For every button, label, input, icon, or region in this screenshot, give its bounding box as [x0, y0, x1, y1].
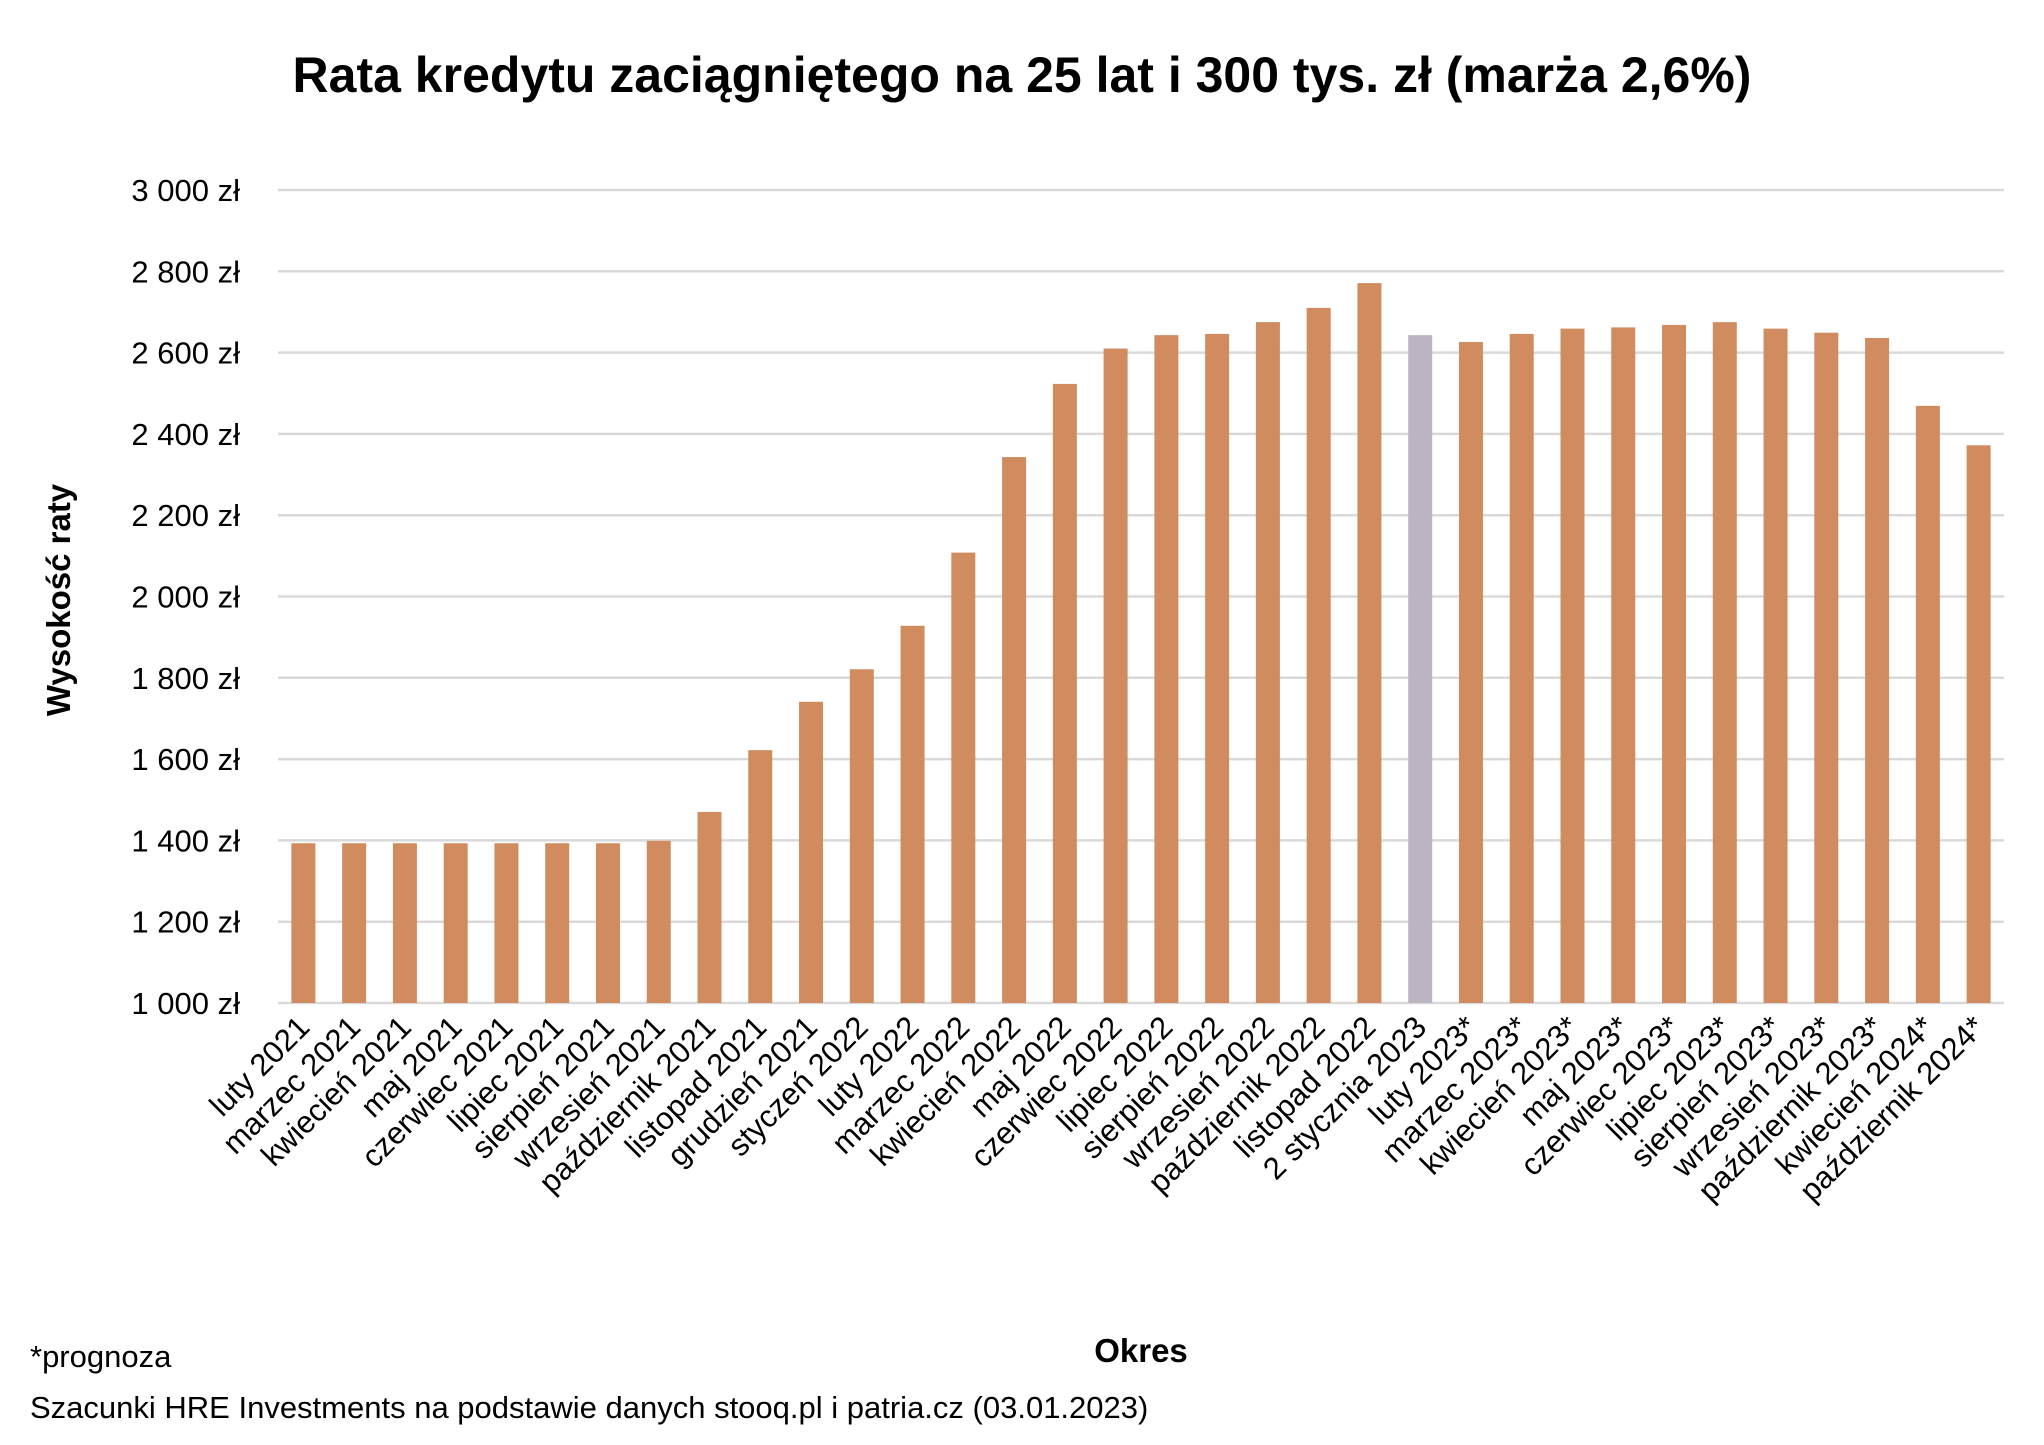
forecast-footnote: *prognoza: [30, 1339, 172, 1374]
bar: [1509, 333, 1534, 1003]
bar: [545, 843, 570, 1003]
bars: [291, 283, 1991, 1004]
bar: [1205, 333, 1230, 1003]
bar: [1763, 328, 1788, 1004]
bar: [342, 843, 367, 1003]
y-tick-label: 1 800 zł: [131, 661, 240, 696]
bar: [697, 811, 722, 1003]
bar: [1966, 445, 1991, 1004]
y-tick-label: 1 400 zł: [131, 823, 240, 858]
bar: [1865, 337, 1890, 1003]
bar: [443, 843, 468, 1003]
bar: [1255, 322, 1280, 1003]
y-tick-label: 2 400 zł: [131, 417, 240, 452]
bar: [392, 843, 417, 1003]
bar: [1712, 322, 1737, 1003]
bar: [1662, 324, 1687, 1003]
bar: [1103, 348, 1128, 1003]
bar: [1611, 327, 1636, 1004]
y-tick-label: 2 800 zł: [131, 254, 240, 289]
bar: [1408, 335, 1433, 1004]
bar: [748, 750, 773, 1003]
bar: [900, 625, 925, 1003]
bar: [799, 701, 824, 1003]
y-tick-label: 1 000 zł: [131, 986, 240, 1021]
bar: [1458, 342, 1483, 1003]
bar: [1002, 457, 1027, 1003]
bar: [1560, 328, 1585, 1004]
bar: [951, 552, 976, 1003]
x-axis-title: Okres: [1094, 1332, 1188, 1369]
bar: [1915, 405, 1940, 1003]
y-axis-title: Wysokość raty: [40, 483, 77, 716]
bar: [1052, 383, 1077, 1003]
bar: [1306, 307, 1331, 1003]
bar: [646, 840, 671, 1003]
gridlines: [278, 188, 2004, 1005]
y-tick-label: 2 000 zł: [131, 580, 240, 615]
y-tick-label: 2 600 zł: [131, 336, 240, 371]
source-footnote: Szacunki HRE Investments na podstawie da…: [30, 1390, 1148, 1425]
bar: [291, 843, 316, 1003]
chart-title: Rata kredytu zaciągniętego na 25 lat i 3…: [293, 47, 1752, 103]
bar: [494, 843, 519, 1003]
bar: [1814, 332, 1839, 1003]
bar: [1154, 335, 1179, 1004]
bar: [1357, 283, 1382, 1003]
bar: [849, 669, 874, 1003]
bar: [595, 843, 620, 1003]
y-tick-labels: 1 000 zł 1 200 zł 1 400 zł 1 600 zł 1 800 zł…: [131, 173, 240, 1021]
y-tick-label: 1 600 zł: [131, 742, 240, 777]
y-tick-label: 3 000 zł: [131, 173, 240, 208]
y-tick-label: 1 200 zł: [131, 905, 240, 940]
y-tick-label: 2 200 zł: [131, 498, 240, 533]
